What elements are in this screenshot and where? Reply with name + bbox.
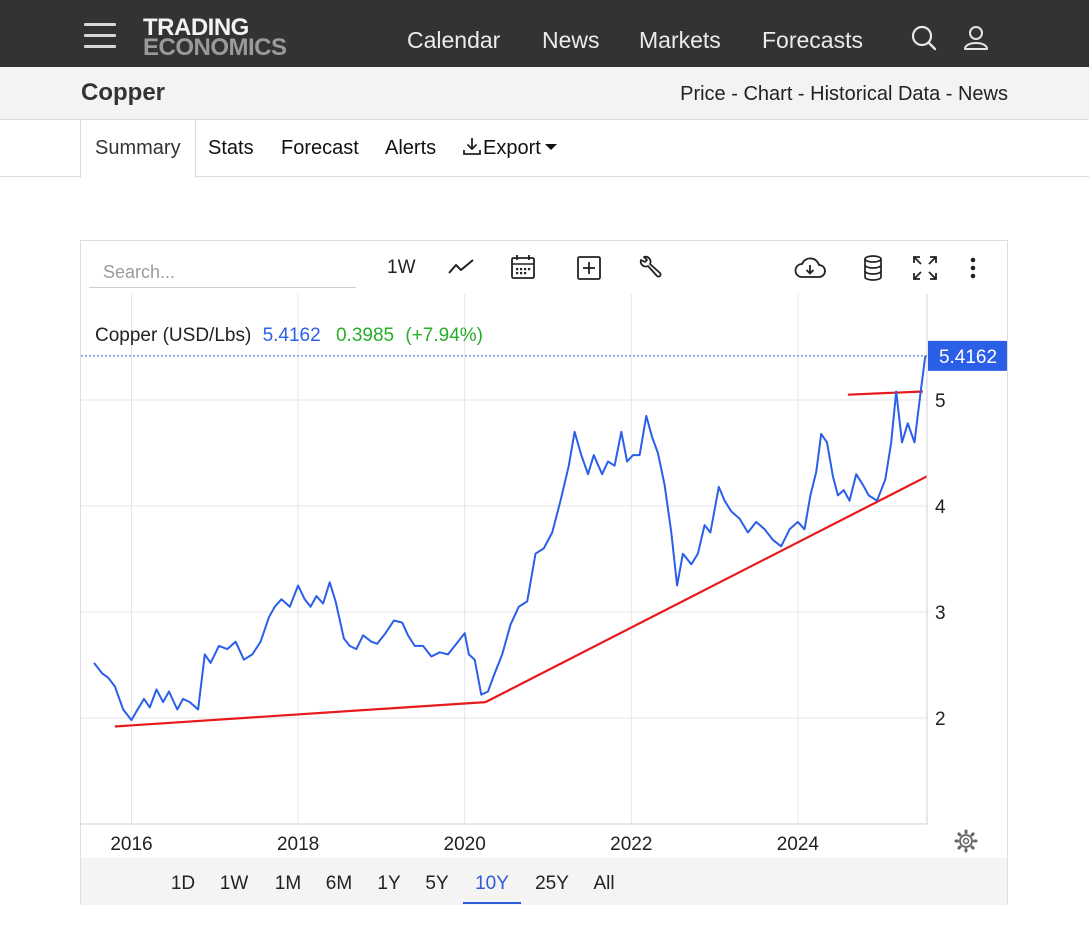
chart-panel: 1W 2016 2018 2020 2022 2024 2 3 4 5 Copper (USD/… — [80, 240, 1008, 905]
range-selector: 1D 1W 1M 6M 1Y 5Y 10Y 25Y All — [81, 858, 1007, 905]
range-all[interactable]: All — [593, 873, 615, 894]
legend-change-percent: (+7.94%) — [405, 325, 483, 346]
price-series — [93, 355, 927, 722]
page-title: Copper — [81, 79, 165, 106]
nav-markets[interactable]: Markets — [639, 27, 721, 53]
tab-forecast[interactable]: Forecast — [281, 137, 359, 159]
add-indicator-icon[interactable] — [576, 253, 602, 283]
breadcrumb: Price - Chart - Historical Data - News — [680, 82, 1008, 106]
breadcrumb-chart[interactable]: Chart — [743, 83, 793, 105]
settings-gear-icon[interactable] — [954, 829, 978, 853]
line-chart-icon[interactable] — [447, 253, 475, 283]
calendar-icon[interactable] — [510, 253, 536, 283]
legend-last-value: 5.4162 — [263, 325, 321, 346]
cloud-download-icon[interactable] — [793, 253, 827, 283]
range-1m[interactable]: 1M — [274, 873, 302, 894]
range-1y[interactable]: 1Y — [377, 873, 401, 894]
legend-series-name: Copper (USD/Lbs) — [95, 325, 251, 346]
last-price-marker: 5.4162 — [81, 340, 1007, 371]
x-tick-label: 2018 — [277, 834, 319, 855]
menu-icon[interactable] — [84, 23, 116, 49]
fullscreen-icon[interactable] — [911, 253, 939, 283]
range-1w[interactable]: 1W — [219, 873, 249, 894]
export-label: Export — [483, 137, 541, 159]
top-navbar: TRADING ECONOMICS Calendar News Markets … — [0, 0, 1089, 67]
legend-change: 0.3985 — [336, 325, 394, 346]
title-bar: Copper Price - Chart - Historical Data -… — [0, 67, 1089, 120]
tabs-row: Summary Stats Forecast Alerts Export — [0, 120, 1089, 178]
chart-legend: Copper (USD/Lbs) 5.4162 0.3985 (+7.94%) — [95, 325, 483, 346]
y-tick-label: 4 — [935, 497, 946, 518]
y-tick-label: 3 — [935, 603, 946, 624]
breadcrumb-price[interactable]: Price — [680, 83, 726, 105]
search-input[interactable] — [89, 258, 356, 288]
trading-economics-logo[interactable]: TRADING ECONOMICS — [143, 14, 313, 61]
range-5y[interactable]: 5Y — [425, 873, 449, 894]
last-price-badge — [928, 340, 1007, 371]
y-tick-label: 2 — [935, 709, 946, 730]
breadcrumb-separator: - — [725, 83, 744, 105]
x-tick-label: 2020 — [444, 834, 486, 855]
nav-news[interactable]: News — [542, 27, 600, 53]
interval-button[interactable]: 1W — [387, 257, 416, 278]
trend-line — [485, 475, 928, 704]
range-25y[interactable]: 25Y — [535, 873, 569, 894]
breadcrumb-separator: - — [792, 83, 811, 105]
price-chart[interactable]: 2016 2018 2020 2022 2024 2 3 4 5 Copper (USD/Lbs… — [81, 294, 1007, 859]
x-tick-label: 2022 — [610, 834, 652, 855]
breadcrumb-historical-data[interactable]: Historical Data — [810, 83, 941, 105]
chart-grid — [81, 294, 927, 824]
series-line-copper — [93, 355, 927, 722]
tab-summary[interactable]: Summary — [80, 120, 196, 178]
logo-text-top: TRADING — [143, 14, 249, 41]
tab-stats[interactable]: Stats — [208, 137, 254, 159]
range-10y[interactable]: 10Y — [463, 858, 521, 904]
y-tick-label: 5 — [935, 391, 946, 412]
trend-lines — [114, 390, 928, 728]
breadcrumb-separator: - — [940, 83, 958, 105]
breadcrumb-news[interactable]: News — [957, 83, 1008, 105]
tab-export[interactable]: Export — [461, 120, 557, 177]
download-icon — [463, 138, 481, 155]
last-price-label: 5.4162 — [939, 347, 997, 368]
x-tick-label: 2024 — [777, 834, 820, 855]
nav-forecasts[interactable]: Forecasts — [762, 27, 863, 53]
x-tick-label: 2016 — [110, 834, 152, 855]
range-1d[interactable]: 1D — [170, 873, 196, 894]
chevron-down-icon — [544, 144, 557, 151]
more-options-icon[interactable] — [963, 253, 983, 283]
logo-text-bottom: ECONOMICS — [143, 34, 287, 61]
tab-alerts[interactable]: Alerts — [385, 137, 437, 159]
search-icon[interactable] — [910, 24, 938, 52]
range-6m[interactable]: 6M — [325, 873, 353, 894]
trend-line — [847, 390, 923, 396]
user-icon[interactable] — [962, 24, 990, 52]
database-icon[interactable] — [861, 253, 885, 283]
nav-calendar[interactable]: Calendar — [407, 27, 501, 53]
wrench-icon[interactable] — [637, 253, 663, 283]
chart-axes: 2016 2018 2020 2022 2024 2 3 4 5 — [81, 294, 946, 855]
trend-line — [114, 701, 486, 728]
